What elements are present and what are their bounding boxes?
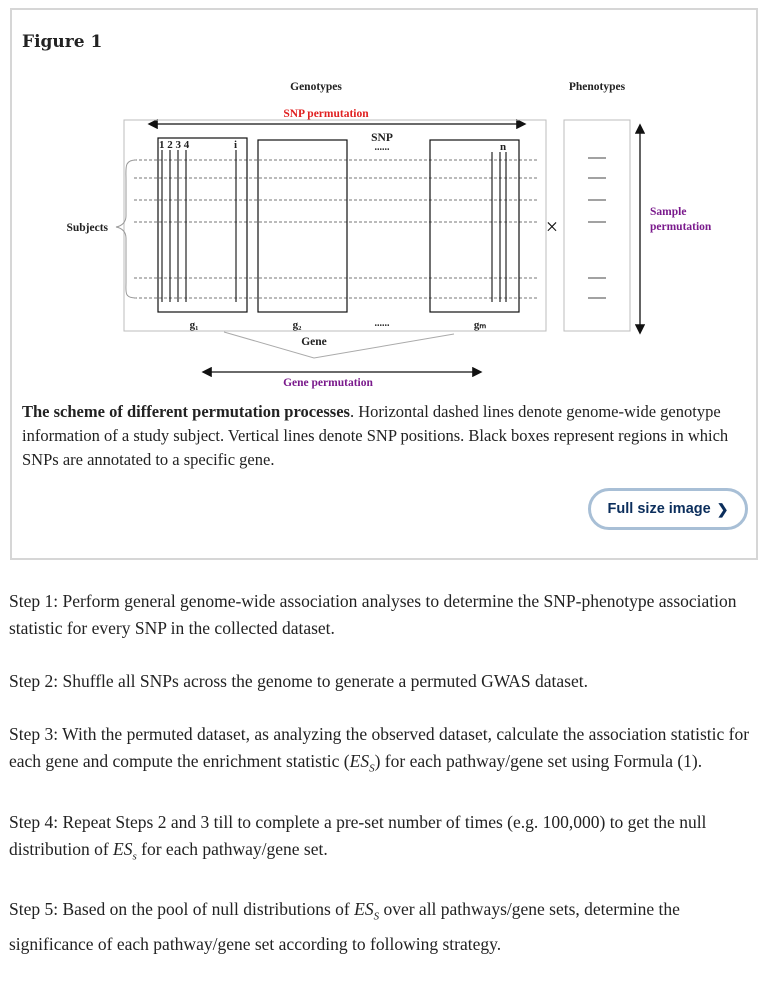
phenotype-panel <box>563 119 631 332</box>
col-numbers: 1 2 3 4 <box>159 139 190 151</box>
gene-box-g1 <box>157 137 248 313</box>
subjects-label: Subjects <box>66 222 108 234</box>
es-symbol: ESS <box>354 899 380 923</box>
genotype-panel <box>123 119 547 332</box>
gene-box-g2 <box>257 139 348 313</box>
step-2: Step 2: Shuffle all SNPs across the geno… <box>9 671 588 691</box>
gene-label-g2: g₂ <box>293 319 303 331</box>
es-symbol: ESs <box>113 838 137 863</box>
subjects-brace <box>115 159 137 299</box>
figure-caption: The scheme of different permutation proc… <box>22 400 748 472</box>
gene-label-gm: gₘ <box>474 319 487 331</box>
step-3: Step 3: With the permuted dataset, as an… <box>9 724 750 775</box>
caption-text: . Horizontal dashed lines denote genome-… <box>22 402 729 469</box>
phenotype-marks <box>588 157 606 299</box>
permutation-diagram: Genotypes Phenotypes SNP permutation SNP… <box>66 81 712 389</box>
figure-box: Figure 1 Genotypes Phenotypes SNP permut… <box>10 8 758 560</box>
snp-label: SNP <box>371 132 393 144</box>
gene-label: Gene <box>301 336 327 348</box>
chevron-right-icon: ❯ <box>716 500 729 517</box>
caption-bold: The scheme of different permutation proc… <box>22 402 350 421</box>
sample-permutation-label-1: Sample <box>650 206 686 218</box>
subject-rows <box>134 159 538 299</box>
step-1: Step 1: Perform general genome-wide asso… <box>9 591 737 638</box>
snp-permutation-label: SNP permutation <box>283 108 369 120</box>
phenotypes-label: Phenotypes <box>569 81 626 93</box>
step-4: Step 4: Repeat Steps 2 and 3 till to com… <box>9 811 707 863</box>
genotypes-label: Genotypes <box>290 81 342 93</box>
es-symbol: ESS <box>349 751 375 775</box>
sample-permutation-label-2: permutation <box>650 221 712 233</box>
gene-label-g1: g₁ <box>190 319 199 331</box>
gene-dots: ...... <box>375 318 391 329</box>
snp-dots: ...... <box>375 142 391 153</box>
gene-funnel <box>223 331 455 359</box>
full-size-image-button[interactable]: Full size image ❯ <box>588 488 748 530</box>
figure-title: Figure 1 <box>22 32 103 52</box>
col-n: n <box>500 141 506 153</box>
step-5: Step 5: Based on the pool of null distri… <box>9 899 680 954</box>
gene-permutation-label: Gene permutation <box>283 377 373 389</box>
col-i: i <box>234 139 237 151</box>
steps-section: Step 1: Perform general genome-wide asso… <box>9 588 761 984</box>
gene-box-gm <box>429 139 520 313</box>
times-sign: × <box>546 214 558 239</box>
full-size-image-label: Full size image <box>607 501 711 517</box>
